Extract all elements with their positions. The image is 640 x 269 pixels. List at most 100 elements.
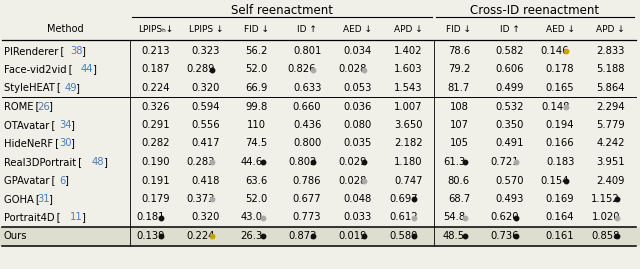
Text: 0.166: 0.166 — [546, 139, 575, 148]
Text: 0.633: 0.633 — [293, 83, 321, 93]
Text: 52.0: 52.0 — [245, 65, 268, 75]
Text: OTAvatar [: OTAvatar [ — [4, 120, 56, 130]
Text: 0.048: 0.048 — [344, 194, 372, 204]
Text: Portrait4D [: Portrait4D [ — [4, 213, 61, 222]
Text: 0.165: 0.165 — [546, 83, 575, 93]
Text: 0.612: 0.612 — [389, 213, 418, 222]
Text: 0.289: 0.289 — [187, 65, 215, 75]
Text: 0.858: 0.858 — [591, 231, 620, 241]
Text: 0.620: 0.620 — [490, 213, 519, 222]
Text: 0.034: 0.034 — [344, 46, 372, 56]
Text: 0.191: 0.191 — [141, 175, 170, 186]
Text: Self reenactment: Self reenactment — [231, 5, 333, 17]
Text: 6: 6 — [59, 175, 65, 186]
Text: AED ↓: AED ↓ — [545, 24, 575, 34]
Text: ]: ] — [70, 139, 74, 148]
Text: 1.402: 1.402 — [394, 46, 422, 56]
Text: APD ↓: APD ↓ — [394, 24, 422, 34]
Text: 0.224: 0.224 — [141, 83, 170, 93]
Text: 0.582: 0.582 — [495, 46, 524, 56]
Text: ID ↑: ID ↑ — [500, 24, 520, 34]
Text: 0.660: 0.660 — [293, 101, 321, 111]
Text: 0.721: 0.721 — [490, 157, 519, 167]
Text: 0.606: 0.606 — [495, 65, 524, 75]
Text: 0.283: 0.283 — [187, 157, 215, 167]
Text: FID ↓: FID ↓ — [447, 24, 472, 34]
Text: APD ↓: APD ↓ — [596, 24, 625, 34]
Text: 0.826: 0.826 — [288, 65, 316, 75]
Text: 54.8: 54.8 — [443, 213, 465, 222]
Text: ]: ] — [65, 175, 68, 186]
Text: PIRenderer [: PIRenderer [ — [4, 46, 65, 56]
Text: ]: ] — [81, 213, 85, 222]
Bar — [0, 227, 640, 246]
Text: 0.773: 0.773 — [293, 213, 321, 222]
Text: Ours: Ours — [4, 231, 28, 241]
Text: 0.320: 0.320 — [192, 83, 220, 93]
Text: 5.779: 5.779 — [596, 120, 625, 130]
Text: ]: ] — [70, 120, 74, 130]
Text: 0.736: 0.736 — [490, 231, 519, 241]
Text: GOHA [: GOHA [ — [4, 194, 40, 204]
Text: 0.036: 0.036 — [344, 101, 372, 111]
Text: GPAvatar [: GPAvatar [ — [4, 175, 56, 186]
Text: 5.188: 5.188 — [596, 65, 625, 75]
Text: 0.801: 0.801 — [293, 46, 321, 56]
Text: 30: 30 — [59, 139, 72, 148]
Text: 0.035: 0.035 — [344, 139, 372, 148]
Text: 0.019: 0.019 — [339, 231, 367, 241]
Text: Method: Method — [47, 24, 83, 34]
Text: 66.9: 66.9 — [245, 83, 268, 93]
Text: 0.499: 0.499 — [495, 83, 524, 93]
Text: 0.320: 0.320 — [192, 213, 220, 222]
Text: ]: ] — [48, 194, 52, 204]
Text: 11: 11 — [70, 213, 83, 222]
Text: 0.080: 0.080 — [344, 120, 372, 130]
Text: 26: 26 — [37, 101, 50, 111]
Text: 44: 44 — [81, 65, 93, 75]
Text: 1.020: 1.020 — [591, 213, 620, 222]
Text: 0.146: 0.146 — [541, 46, 570, 56]
Text: 0.282: 0.282 — [141, 139, 170, 148]
Text: 0.532: 0.532 — [495, 101, 524, 111]
Text: 80.6: 80.6 — [448, 175, 470, 186]
Text: 31: 31 — [37, 194, 50, 204]
Text: 1.543: 1.543 — [394, 83, 422, 93]
Text: 56.2: 56.2 — [245, 46, 268, 56]
Text: 0.493: 0.493 — [495, 194, 524, 204]
Text: 0.183: 0.183 — [546, 157, 574, 167]
Text: Real3DPortrait [: Real3DPortrait [ — [4, 157, 82, 167]
Text: 74.5: 74.5 — [245, 139, 268, 148]
Text: LPIPSₕ↓: LPIPSₕ↓ — [138, 24, 173, 34]
Text: 0.491: 0.491 — [495, 139, 524, 148]
Text: 0.800: 0.800 — [293, 139, 321, 148]
Text: 0.164: 0.164 — [546, 213, 574, 222]
Text: 0.154: 0.154 — [541, 175, 570, 186]
Text: 1.180: 1.180 — [394, 157, 422, 167]
Text: 108: 108 — [449, 101, 468, 111]
Text: 0.139: 0.139 — [136, 231, 164, 241]
Text: 43.0: 43.0 — [241, 213, 262, 222]
Text: 0.291: 0.291 — [141, 120, 170, 130]
Text: 44.6: 44.6 — [241, 157, 262, 167]
Text: 5.864: 5.864 — [596, 83, 625, 93]
Text: 107: 107 — [449, 120, 468, 130]
Text: 52.0: 52.0 — [245, 194, 268, 204]
Text: 34: 34 — [59, 120, 72, 130]
Text: 0.556: 0.556 — [191, 120, 220, 130]
Text: 0.873: 0.873 — [288, 231, 316, 241]
Text: 1.152: 1.152 — [591, 194, 620, 204]
Text: 0.350: 0.350 — [495, 120, 524, 130]
Text: ]: ] — [81, 46, 85, 56]
Text: ID ↑: ID ↑ — [297, 24, 317, 34]
Text: ]: ] — [76, 83, 79, 93]
Text: 0.224: 0.224 — [187, 231, 215, 241]
Text: 0.161: 0.161 — [546, 231, 575, 241]
Text: 49: 49 — [65, 83, 77, 93]
Text: 1.603: 1.603 — [394, 65, 422, 75]
Text: 4.242: 4.242 — [596, 139, 625, 148]
Text: 0.802: 0.802 — [288, 157, 316, 167]
Text: 0.028: 0.028 — [339, 175, 367, 186]
Text: Cross-ID reenactment: Cross-ID reenactment — [470, 5, 600, 17]
Text: 0.053: 0.053 — [344, 83, 372, 93]
